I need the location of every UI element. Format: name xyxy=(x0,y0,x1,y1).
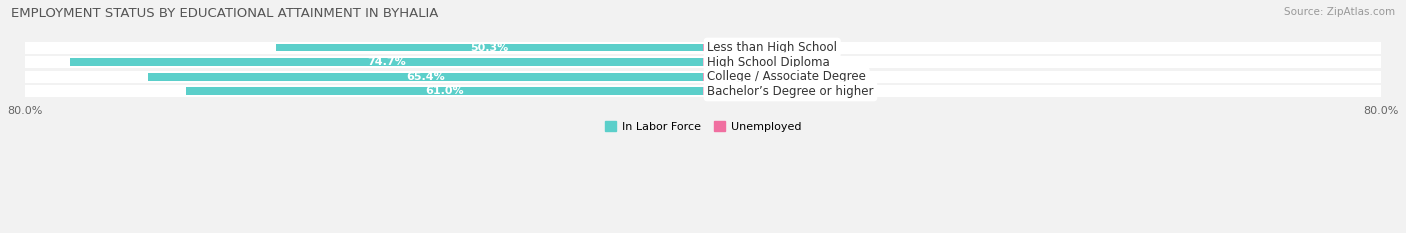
Text: 1.7%: 1.7% xyxy=(766,72,794,82)
Text: 74.7%: 74.7% xyxy=(367,57,406,67)
Bar xyxy=(25,71,1381,83)
Text: 0.0%: 0.0% xyxy=(766,86,794,96)
Legend: In Labor Force, Unemployed: In Labor Force, Unemployed xyxy=(600,117,806,136)
Bar xyxy=(703,58,754,66)
Text: EMPLOYMENT STATUS BY EDUCATIONAL ATTAINMENT IN BYHALIA: EMPLOYMENT STATUS BY EDUCATIONAL ATTAINM… xyxy=(11,7,439,20)
Bar xyxy=(25,85,1381,97)
Text: 61.0%: 61.0% xyxy=(425,86,464,96)
Bar xyxy=(25,42,1381,54)
Bar xyxy=(703,88,754,95)
Bar xyxy=(149,73,703,81)
Text: Source: ZipAtlas.com: Source: ZipAtlas.com xyxy=(1284,7,1395,17)
Text: Bachelor’s Degree or higher: Bachelor’s Degree or higher xyxy=(707,85,873,98)
Bar xyxy=(703,44,768,51)
Text: High School Diploma: High School Diploma xyxy=(707,56,830,69)
Bar xyxy=(703,73,717,81)
Text: Less than High School: Less than High School xyxy=(707,41,837,54)
Bar xyxy=(25,56,1381,68)
Bar xyxy=(69,58,703,66)
Text: College / Associate Degree: College / Associate Degree xyxy=(707,70,866,83)
Bar xyxy=(186,88,703,95)
Text: 7.6%: 7.6% xyxy=(780,43,808,53)
Text: 50.3%: 50.3% xyxy=(471,43,509,53)
Bar xyxy=(277,44,703,51)
Text: 65.4%: 65.4% xyxy=(406,72,446,82)
Text: 0.0%: 0.0% xyxy=(766,57,794,67)
